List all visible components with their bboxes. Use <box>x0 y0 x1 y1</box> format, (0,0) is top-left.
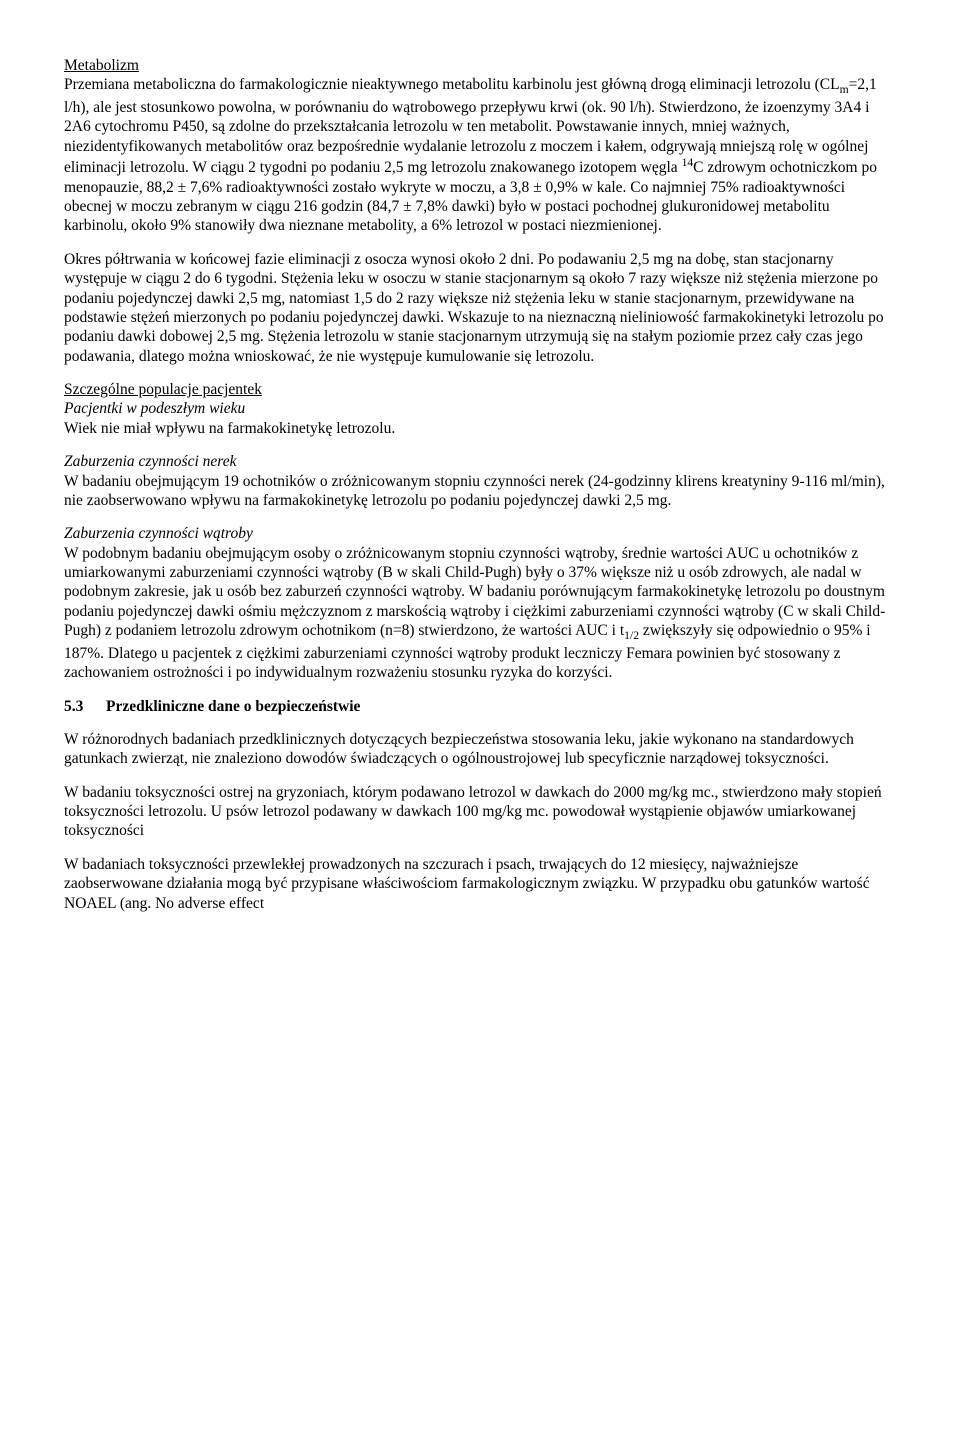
paragraph-special-populations: Szczególne populacje pacjentek Pacjentki… <box>64 380 896 438</box>
paragraph: Okres półtrwania w końcowej fazie elimin… <box>64 250 896 366</box>
paragraph-metabolizm: Metabolizm Przemiana metaboliczna do far… <box>64 56 896 236</box>
heading-metabolizm: Metabolizm <box>64 57 139 74</box>
subheading-elderly: Pacjentki w podeszłym wieku <box>64 400 245 417</box>
paragraph: W badaniach toksyczności przewlekłej pro… <box>64 855 896 913</box>
text: W badaniu obejmującym 19 ochotników o zr… <box>64 473 885 509</box>
superscript: 14 <box>682 156 694 169</box>
subscript: 1/2 <box>624 629 639 642</box>
section-heading-5-3: 5.3 Przedkliniczne dane o bezpieczeństwi… <box>64 697 896 716</box>
paragraph-renal: Zaburzenia czynności nerek W badaniu obe… <box>64 452 896 510</box>
section-title: Przedkliniczne dane o bezpieczeństwie <box>106 697 360 716</box>
subscript: m <box>840 83 849 96</box>
paragraph: W badaniu toksyczności ostrej na gryzoni… <box>64 783 896 841</box>
text: Wiek nie miał wpływu na farmakokinetykę … <box>64 420 395 437</box>
heading-populations: Szczególne populacje pacjentek <box>64 381 262 398</box>
paragraph-hepatic: Zaburzenia czynności wątroby W podobnym … <box>64 524 896 682</box>
section-number: 5.3 <box>64 697 106 716</box>
subheading-renal: Zaburzenia czynności nerek <box>64 453 236 470</box>
paragraph: W różnorodnych badaniach przedklinicznyc… <box>64 730 896 769</box>
text: Przemiana metaboliczna do farmakologiczn… <box>64 76 840 93</box>
subheading-hepatic: Zaburzenia czynności wątroby <box>64 525 253 542</box>
